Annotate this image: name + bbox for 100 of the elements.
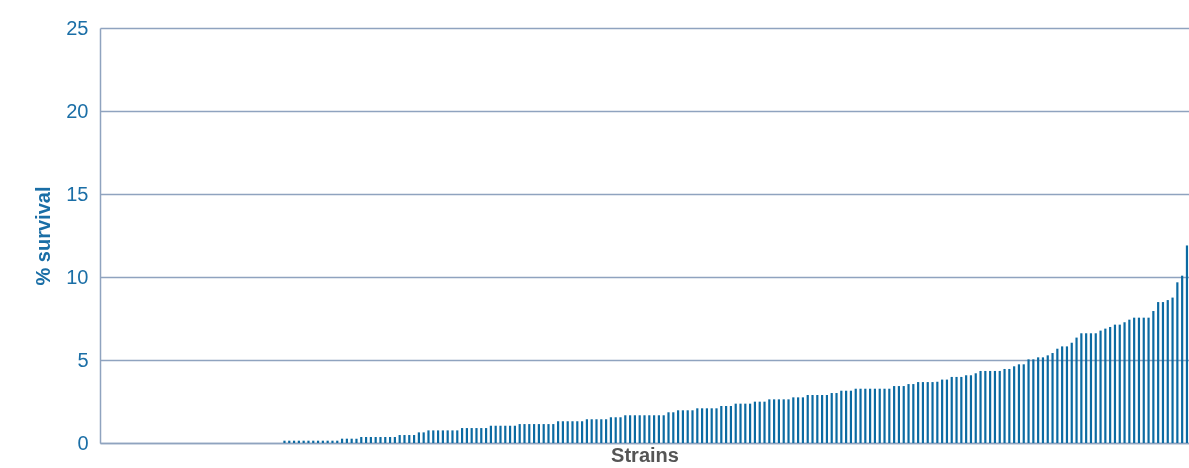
bar [283,440,286,443]
x-axis-title: Strains [611,443,679,466]
bar [633,415,636,443]
bar [763,401,766,443]
bar [355,438,358,443]
bar [979,370,982,443]
bar [624,415,627,443]
bar [1037,357,1040,443]
bar [388,437,392,443]
bar [451,430,454,443]
bar [629,415,632,443]
bar [768,399,771,443]
bar [941,379,944,443]
bar [1137,317,1141,443]
bar [1185,245,1189,443]
bar [1041,357,1045,443]
bar [729,405,733,443]
bar [1032,359,1035,443]
bar [1027,359,1030,443]
y-tick-label: 15 [66,182,89,205]
bar [638,415,641,443]
bar [364,437,368,443]
bar [614,417,617,443]
bar [782,399,785,443]
bar [830,393,833,443]
bar [864,388,867,443]
bar [1008,368,1011,443]
bar [801,397,805,443]
bar [523,424,526,443]
bar [955,376,958,443]
bar [1070,342,1073,443]
bar [484,428,488,443]
bar [758,401,761,443]
bar [888,388,891,443]
bar [893,386,896,443]
y-tick-label: 0 [77,431,89,454]
bar [1181,275,1184,443]
bar [542,424,545,443]
bar [883,388,886,443]
bar [369,437,372,443]
bar [1113,324,1117,443]
bar [1109,326,1112,443]
bar [1065,346,1069,443]
bar [499,425,502,443]
bar [1080,333,1083,443]
bar [360,437,363,443]
bar [984,370,987,443]
bar [475,428,478,443]
bar [998,370,1001,443]
bar [1017,364,1021,443]
bar [734,403,737,443]
bar [528,424,531,443]
bar [374,437,377,443]
bar [873,388,877,443]
bar [696,408,699,443]
bar [950,376,953,443]
bar [1085,333,1088,443]
bar [854,388,857,443]
bar [965,375,968,443]
bar [681,410,684,443]
bar [825,395,829,443]
bar [926,382,929,443]
bar [1013,366,1016,443]
bar [1142,317,1145,443]
bar [835,393,838,443]
bar [307,440,310,443]
bar [600,419,603,443]
bar [849,390,853,443]
bar [936,381,939,443]
bar [1171,297,1174,443]
bar [969,375,973,443]
bar [518,424,521,443]
bar [705,408,709,443]
bar [609,417,612,443]
bar [806,395,809,443]
bar [797,397,800,443]
bar [552,424,555,443]
y-tick-label: 5 [77,348,89,371]
bar [787,399,790,443]
bar [1157,302,1160,443]
bar [595,419,598,443]
bar [686,410,689,443]
bar [403,435,406,443]
bar [547,424,550,443]
bar [845,390,848,443]
bar [571,421,574,443]
bar [1094,333,1097,443]
bar [1046,355,1049,443]
bar [566,421,569,443]
bar [648,415,651,443]
bar [556,421,560,443]
bar [907,384,910,443]
bar [960,376,963,443]
bar [653,415,656,443]
bar [902,386,905,443]
bar [384,437,387,443]
bar [720,405,723,443]
y-tick-label: 10 [66,265,89,288]
bar [1128,319,1131,443]
bar [465,428,468,443]
